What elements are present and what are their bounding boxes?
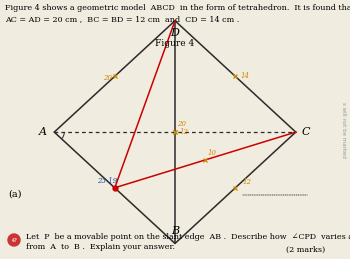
Text: AC = AD = 20 cm ,  BC = BD = 12 cm  and  CD = 14 cm .: AC = AD = 20 cm , BC = BD = 12 cm and CD… (5, 15, 239, 23)
Text: 10: 10 (207, 149, 216, 157)
Text: 14: 14 (240, 73, 249, 80)
Text: 20: 20 (103, 74, 112, 82)
Text: (a): (a) (8, 190, 21, 199)
Text: Figure 4 shows a geometric model  ABCD  in the form of tetrahedron.  It is found: Figure 4 shows a geometric model ABCD in… (5, 4, 350, 12)
Circle shape (8, 234, 20, 246)
Text: D: D (170, 28, 180, 38)
Text: e: e (12, 236, 16, 244)
Text: 23·19: 23·19 (97, 177, 117, 185)
Text: (2 marks): (2 marks) (286, 246, 325, 254)
Text: 20: 20 (177, 120, 186, 128)
Text: B: B (171, 226, 179, 236)
Text: Let  P  be a movable point on the slant edge  AB .  Describe how  ∠CPD  varies a: Let P be a movable point on the slant ed… (26, 233, 350, 251)
Text: 12: 12 (180, 128, 189, 136)
Text: s will not be marked: s will not be marked (341, 102, 345, 158)
Text: 12: 12 (242, 178, 251, 186)
Text: A: A (39, 127, 47, 137)
Text: C: C (302, 127, 310, 137)
Text: Figure 4: Figure 4 (155, 39, 195, 48)
